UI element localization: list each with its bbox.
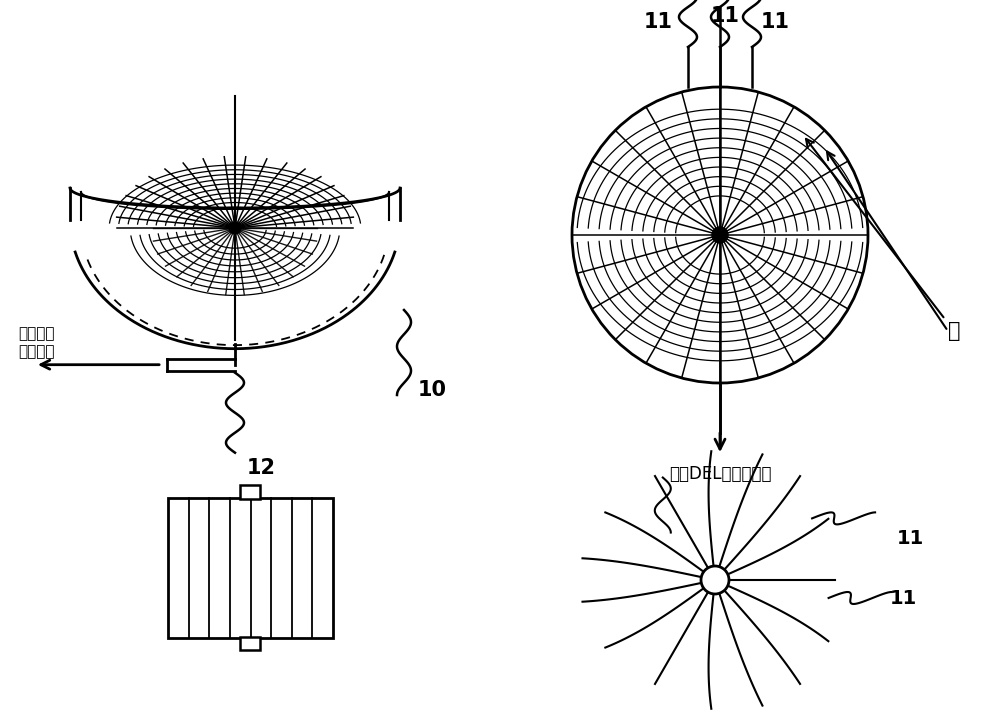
Text: 11: 11 bbox=[761, 12, 790, 32]
Text: 来自DEL的液体出口: 来自DEL的液体出口 bbox=[669, 465, 771, 483]
Circle shape bbox=[701, 566, 729, 594]
Text: 12: 12 bbox=[247, 457, 276, 477]
Bar bbox=[240, 637, 260, 650]
Text: 11: 11 bbox=[890, 589, 917, 607]
Text: 11: 11 bbox=[897, 528, 924, 548]
Text: 板: 板 bbox=[806, 139, 960, 341]
Circle shape bbox=[229, 222, 241, 234]
Text: 10: 10 bbox=[418, 380, 447, 400]
Text: 到喷嘴的
液体出口: 到喷嘴的 液体出口 bbox=[18, 327, 54, 359]
Text: 11: 11 bbox=[710, 6, 740, 26]
Bar bbox=[240, 485, 260, 499]
Text: 11: 11 bbox=[644, 12, 672, 32]
Circle shape bbox=[712, 227, 728, 243]
Bar bbox=[168, 498, 333, 638]
